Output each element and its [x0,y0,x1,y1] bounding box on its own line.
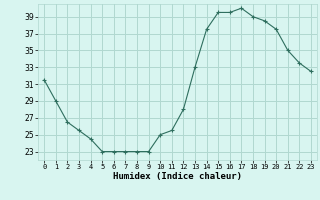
X-axis label: Humidex (Indice chaleur): Humidex (Indice chaleur) [113,172,242,181]
